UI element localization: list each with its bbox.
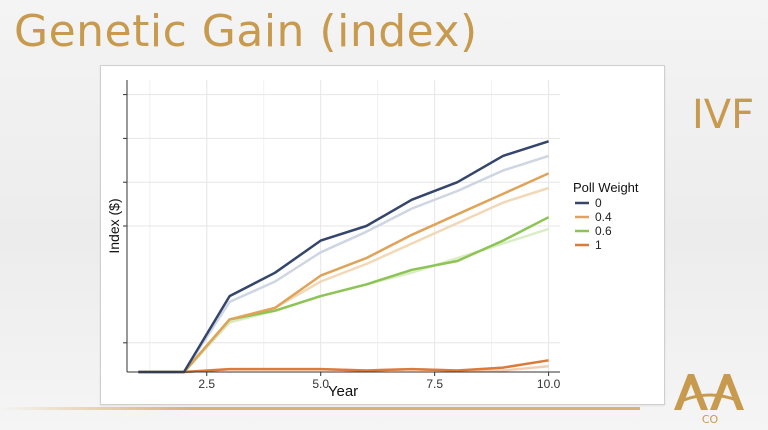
faded-line-0 xyxy=(138,154,549,374)
series-line-3 xyxy=(138,359,549,374)
axis-layer: 2.5 5.0 7.5 10.0 xyxy=(123,80,561,391)
ivf-label: IVF xyxy=(692,92,755,138)
legend-label-0: 0 xyxy=(595,196,602,210)
genetic-gain-chart: 2.5 5.0 7.5 10.0 Year Index ($) Poll Weight… xyxy=(106,80,639,400)
series-lines-layer xyxy=(138,140,550,374)
x-tick-label-3: 10.0 xyxy=(537,377,561,391)
footer-rule xyxy=(0,407,640,410)
legend-label-1: 0.4 xyxy=(595,210,612,224)
y-axis-label: Index ($) xyxy=(106,198,122,253)
legend-label-2: 0.6 xyxy=(595,224,612,238)
x-tick-label-0: 2.5 xyxy=(198,377,215,391)
legend-title: Poll Weight xyxy=(573,180,639,195)
x-axis-label: Year xyxy=(328,383,358,400)
slide-title: Genetic Gain (index) xyxy=(14,6,478,57)
legend: 00.40.61 xyxy=(575,196,612,252)
company-logo: CO xyxy=(674,374,744,426)
legend-label-3: 1 xyxy=(595,238,602,252)
series-line-1 xyxy=(138,172,550,374)
logo-text: CO xyxy=(702,413,719,426)
x-tick-label-2: 7.5 xyxy=(426,377,443,391)
chart-frame: 2.5 5.0 7.5 10.0 Year Index ($) Poll Weight… xyxy=(100,65,665,405)
x-tick-label-1: 5.0 xyxy=(312,377,329,391)
series-line-0 xyxy=(138,140,549,374)
